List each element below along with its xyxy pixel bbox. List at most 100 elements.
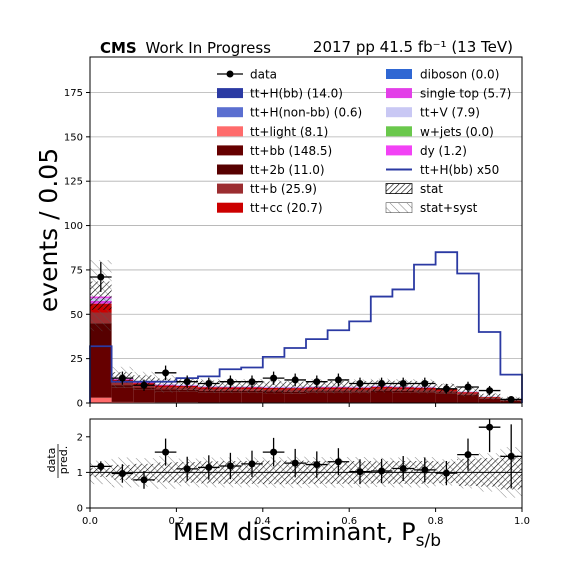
ratio-y-tick-label: 2 — [77, 432, 83, 443]
y-tick-label: 50 — [70, 310, 83, 321]
y-tick-label: 0 — [77, 399, 83, 410]
lumi-label: 2017 pp 41.5 fb⁻¹ (13 TeV) — [313, 38, 513, 56]
legend-label: w+jets (0.0) — [420, 125, 494, 139]
legend: data tt+H(bb) (14.0) tt+H(non-bb) (0.6) tt+… — [217, 68, 511, 216]
legend-label: tt+cc (20.7) — [250, 201, 323, 215]
x-tick-label: 0.0 — [82, 516, 98, 527]
x-axis-title-sub: s/b — [416, 531, 441, 551]
ratio-point — [205, 464, 212, 471]
legend-label: tt+H(bb) (14.0) — [250, 87, 343, 101]
ratio-point — [313, 461, 320, 468]
data-point — [184, 378, 191, 385]
data-point — [357, 380, 364, 387]
legend-entry: tt+cc (20.7) — [217, 201, 323, 215]
legend-entry: tt+H(bb) x50 — [386, 163, 499, 177]
stack-bar — [220, 393, 242, 403]
legend-entry: dy (1.2) — [386, 144, 467, 158]
x-axis-title: MEM discriminant, Ps/b — [173, 518, 441, 551]
stack-bar — [90, 398, 112, 403]
ratio-y-tick-label: 1 — [77, 468, 83, 479]
legend-label: tt+b (25.9) — [250, 182, 317, 196]
legend-hatch-swatch — [386, 184, 412, 194]
legend-entry: tt+bb (148.5) — [217, 144, 332, 158]
legend-swatch — [217, 145, 243, 155]
legend-swatch — [217, 126, 243, 136]
legend-label: data — [250, 68, 277, 82]
y-tick-label: 100 — [64, 221, 83, 232]
ratio-point — [335, 458, 342, 465]
x-tick-label: 0.8 — [428, 516, 444, 527]
data-point — [162, 369, 169, 376]
experiment-label: CMS — [100, 39, 137, 57]
ratio-point — [227, 462, 234, 469]
legend-swatch — [217, 203, 243, 213]
y-tick-label: 150 — [64, 132, 83, 143]
ratio-point — [119, 470, 126, 477]
stack-bar — [392, 392, 414, 402]
legend-label: stat+syst — [420, 201, 478, 215]
legend-entry: single top (5.7) — [386, 87, 511, 101]
stack-bar — [328, 393, 350, 403]
ratio-point — [486, 424, 493, 431]
stack-bar — [306, 393, 328, 403]
stack-bar — [284, 393, 306, 402]
legend-label: diboson (0.0) — [420, 68, 499, 82]
ratio-point — [162, 449, 169, 456]
legend-marker-dot — [227, 71, 234, 78]
stack-bar — [349, 393, 371, 403]
main-y-axis-title: events / 0.05 — [34, 148, 63, 312]
legend-entry: tt+V (7.9) — [386, 106, 480, 120]
ratio-point — [443, 470, 450, 477]
ratio-point — [465, 451, 472, 458]
data-point — [205, 380, 212, 387]
stack-bar — [414, 393, 436, 403]
stack-bar — [371, 392, 393, 403]
y-tick-label: 175 — [64, 88, 83, 99]
data-point — [378, 380, 385, 387]
chart-title: CMS Work In Progress — [100, 39, 271, 57]
legend-entry: tt+2b (11.0) — [217, 163, 325, 177]
ratio-panel: 0 1 2 0.0 0.2 0.4 0.6 0.8 1.0 data pred. MEM di… — [45, 419, 530, 551]
status-label: Work In Progress — [146, 39, 272, 57]
ratio-point — [270, 449, 277, 456]
legend-label: tt+2b (11.0) — [250, 163, 325, 177]
legend-swatch — [386, 88, 412, 98]
data-point — [270, 375, 277, 382]
data-point — [141, 382, 148, 389]
legend-swatch — [217, 107, 243, 117]
stack-bar — [155, 392, 177, 403]
stack-bar — [133, 390, 155, 402]
data-point — [249, 378, 256, 385]
ratio-y-title-bottom: pred. — [57, 446, 70, 475]
ratio-point — [400, 465, 407, 472]
legend-label: single top (5.7) — [420, 87, 511, 101]
legend-swatch — [217, 165, 243, 175]
data-point — [465, 384, 472, 391]
stack-bar — [198, 393, 220, 403]
main-x-ticks — [90, 403, 522, 407]
legend-swatch — [386, 69, 412, 79]
legend-swatch — [386, 126, 412, 136]
main-gridlines — [90, 92, 522, 403]
data-point — [227, 378, 234, 385]
legend-swatch — [386, 145, 412, 155]
ratio-point — [249, 460, 256, 467]
ratio-point — [141, 476, 148, 483]
ratio-point — [292, 460, 299, 467]
main-panel: 0 25 50 75 100 125 150 175 events / 0.05 data tt… — [34, 57, 522, 410]
y-tick-label: 75 — [70, 265, 83, 276]
data-point — [421, 380, 428, 387]
legend-label: tt+light (8.1) — [250, 125, 328, 139]
legend-swatch — [217, 184, 243, 194]
ratio-point — [421, 466, 428, 473]
ratio-point — [508, 453, 515, 460]
ratio-point — [97, 463, 104, 470]
legend-entry: tt+H(bb) (14.0) — [217, 87, 343, 101]
legend-label: tt+H(non-bb) (0.6) — [250, 106, 362, 120]
stack-bar — [436, 394, 458, 403]
ratio-y-tick-label: 0 — [77, 504, 83, 515]
data-point — [400, 380, 407, 387]
stack-bar — [176, 392, 198, 403]
legend-entry: tt+H(non-bb) (0.6) — [217, 106, 362, 120]
